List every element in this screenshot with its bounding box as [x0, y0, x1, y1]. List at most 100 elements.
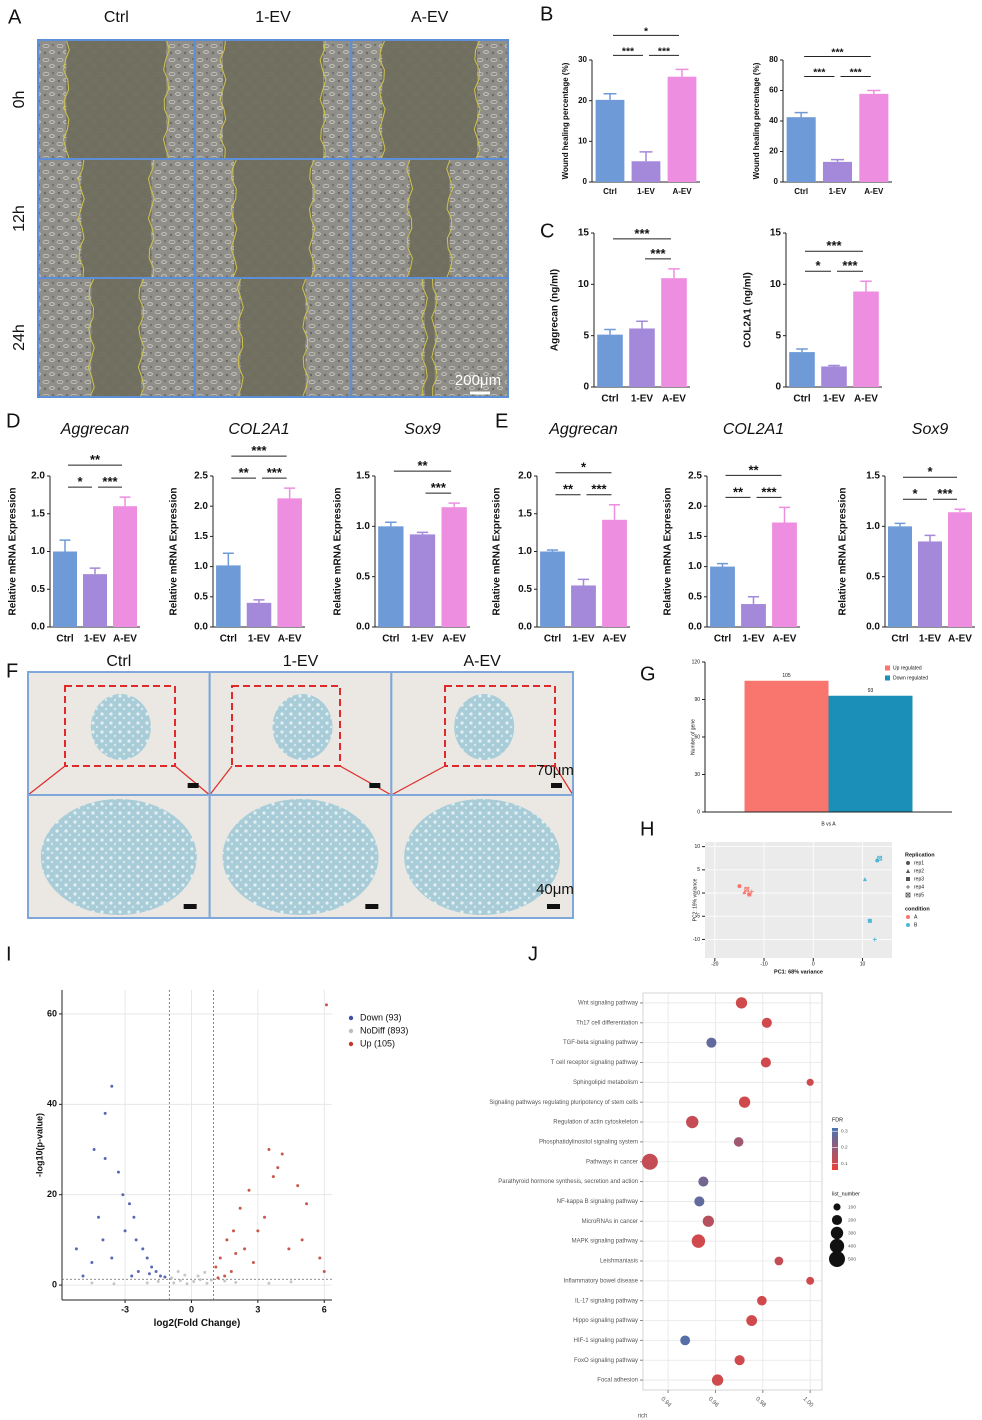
bubble: [806, 1276, 815, 1285]
y-tick-label: Sphingolipid metabolism: [573, 1080, 638, 1086]
significance-label: **: [733, 484, 744, 499]
significance-label: ***: [431, 480, 447, 495]
wound-edge: [137, 277, 145, 398]
legend-swatch: [906, 923, 910, 927]
point: [97, 1215, 101, 1219]
significance-label: ***: [650, 246, 666, 261]
y-tick-label: Pathways in cancer: [586, 1159, 638, 1165]
y-tick-label: Regulation of actin cytoskeleton: [553, 1120, 638, 1126]
bar: [661, 278, 687, 387]
bar: [710, 566, 735, 627]
point: [192, 1279, 196, 1283]
wound-gap: [66, 40, 167, 159]
panel-label: F: [6, 660, 18, 682]
size-legend-mark: [829, 1251, 845, 1267]
x-tick-label: -20: [711, 961, 718, 967]
zoom-line: [339, 765, 392, 796]
point: [234, 1251, 238, 1255]
y-tick-label: 60: [769, 86, 778, 95]
significance-label: **: [417, 458, 428, 473]
y-tick-label: 1.5: [356, 471, 370, 482]
y-tick-label: 1.5: [688, 531, 702, 542]
x-tick-label: 1-EV: [631, 394, 654, 405]
x-tick-label: Ctrl: [220, 634, 237, 645]
point: [300, 1238, 304, 1242]
y-tick-label: 0.0: [194, 622, 208, 633]
y-tick-label: 0: [775, 382, 781, 393]
point: [749, 889, 754, 894]
scale-bar-label: 40μm: [536, 881, 574, 898]
error-bar: [603, 93, 617, 100]
point: [205, 1281, 209, 1285]
point: [163, 1275, 167, 1279]
y-axis-label: COL2A1 (ng/ml): [743, 272, 754, 348]
y-tick-label: 20: [47, 1189, 57, 1199]
significance-label: ***: [850, 68, 863, 79]
wound-gap: [424, 278, 435, 397]
y-tick-label: 10: [770, 279, 782, 290]
significance-label: *: [581, 460, 587, 475]
y-tick-label: 1.5: [518, 508, 532, 519]
scale-bar: [365, 904, 379, 909]
wound-edge: [147, 158, 155, 279]
bubble: [734, 1355, 745, 1366]
row-label: 24h: [11, 324, 28, 351]
x-tick-label: A-EV: [854, 394, 878, 405]
y-tick-label: Parathyroid hormone synthesis, secretion…: [498, 1179, 638, 1185]
significance-label: ***: [267, 465, 283, 480]
bar: [821, 366, 847, 387]
y-tick-label: 10: [578, 279, 590, 290]
y-tick-label: TGF-beta signaling pathway: [563, 1040, 638, 1046]
y-axis-label: Relative mRNA Expression: [333, 487, 344, 615]
point: [185, 1282, 189, 1286]
significance-label: ***: [937, 486, 953, 501]
bubble: [694, 1196, 705, 1207]
y-tick-label: 60: [694, 734, 700, 740]
significance-label: *: [927, 464, 933, 479]
wound-edge: [421, 277, 429, 397]
wound-edge: [219, 39, 227, 160]
y-tick-label: HIF-1 signaling pathway: [574, 1338, 638, 1344]
legend-label: Down (93): [360, 1012, 402, 1022]
y-tick-label: 40: [769, 116, 778, 125]
error-bar: [222, 552, 234, 566]
chart-title: Sox9: [404, 421, 441, 438]
point: [110, 1256, 114, 1260]
y-tick-label: 2.0: [518, 471, 532, 482]
x-tick-label: 0: [812, 961, 815, 967]
x-tick-label: A-EV: [662, 394, 686, 405]
significance-label: ***: [634, 226, 650, 241]
y-tick-label: 0.5: [356, 571, 370, 582]
legend-label: Down regulated: [893, 675, 928, 681]
size-legend-label: 300: [848, 1230, 856, 1236]
size-legend-mark: [830, 1226, 844, 1240]
y-tick-label: 30: [694, 772, 700, 778]
point: [271, 1175, 275, 1179]
bar: [772, 522, 797, 627]
size-legend-label: 200: [848, 1217, 856, 1223]
bar: [859, 93, 889, 182]
bar: [597, 334, 623, 387]
point: [867, 918, 872, 923]
wound-gap: [382, 40, 478, 159]
y-tick-label: 0.0: [688, 622, 702, 633]
point: [324, 1003, 328, 1007]
x-tick-label: Ctrl: [891, 634, 908, 645]
y-tick-label: 0.5: [518, 584, 532, 595]
colorbar-label: 0.1: [841, 1161, 848, 1167]
bubble: [738, 1096, 751, 1108]
wound-edge: [230, 158, 238, 279]
point: [132, 1215, 136, 1219]
y-tick-label: Th17 cell differentiation: [576, 1020, 638, 1026]
bar: [602, 519, 627, 627]
error-bar: [954, 508, 966, 513]
legend-title: FDR: [832, 1117, 843, 1123]
y-tick-label: 5: [583, 330, 589, 341]
point: [158, 1274, 162, 1278]
panel-label: I: [6, 943, 12, 965]
y-tick-label: 2.0: [688, 501, 702, 512]
error-bar: [860, 280, 872, 292]
zoom-box: [444, 685, 556, 767]
point: [170, 1276, 174, 1280]
x-tick-label: -3: [121, 1304, 129, 1314]
